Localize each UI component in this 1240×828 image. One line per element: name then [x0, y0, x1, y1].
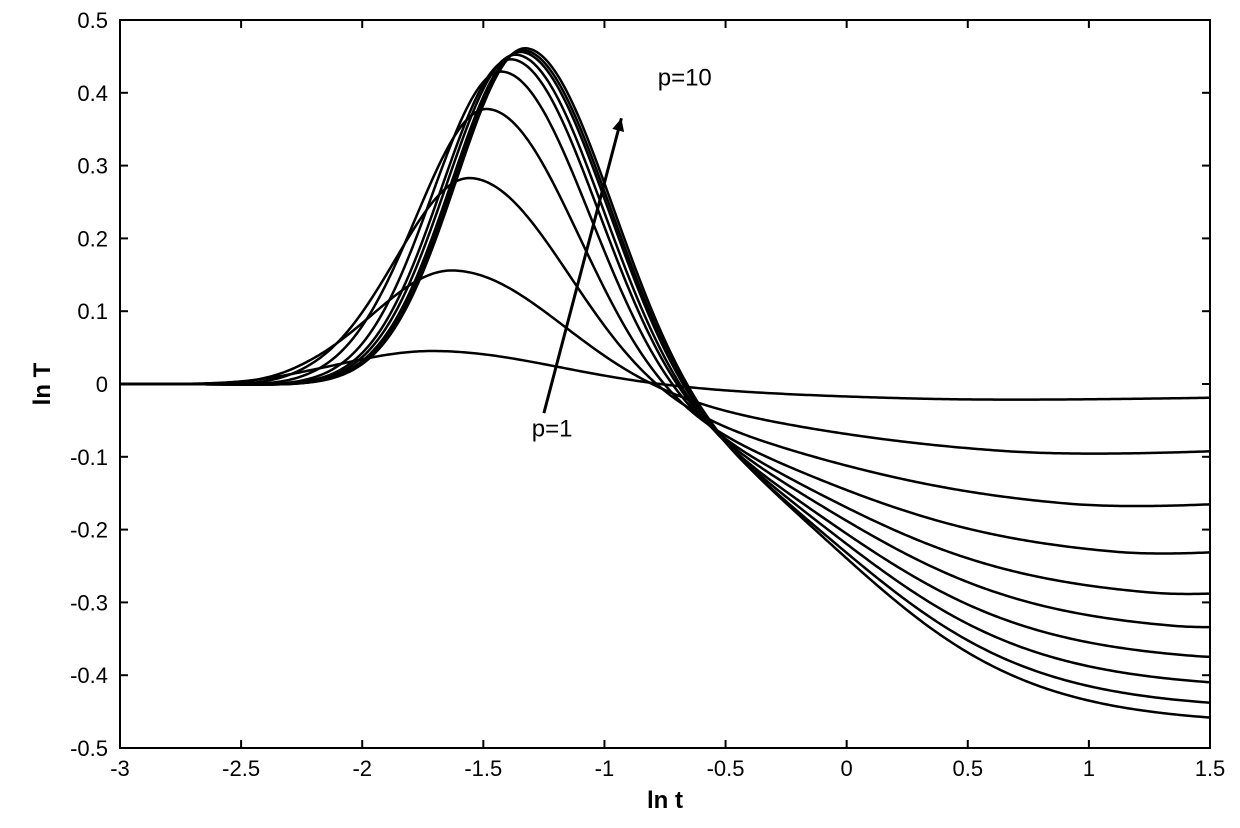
- x-tick-label: -2: [352, 756, 372, 781]
- x-tick-label: -3: [110, 756, 130, 781]
- y-tick-label: 0: [96, 372, 108, 397]
- x-tick-label: 0: [841, 756, 853, 781]
- x-tick-label: -1.5: [464, 756, 502, 781]
- y-tick-label: 0.2: [77, 226, 108, 251]
- y-tick-label: -0.1: [70, 445, 108, 470]
- x-tick-label: 1.5: [1195, 756, 1226, 781]
- y-tick-label: -0.5: [70, 736, 108, 761]
- x-tick-label: -2.5: [222, 756, 260, 781]
- y-tick-label: 0.5: [77, 8, 108, 33]
- y-tick-label: 0.1: [77, 299, 108, 324]
- x-tick-label: 0.5: [952, 756, 983, 781]
- x-axis-label: ln t: [647, 787, 683, 814]
- y-tick-label: -0.3: [70, 590, 108, 615]
- y-axis-label: ln T: [29, 362, 56, 405]
- y-tick-label: -0.2: [70, 518, 108, 543]
- label-p10: p=10: [658, 65, 712, 92]
- x-tick-label: -1: [595, 756, 615, 781]
- label-p1: p=1: [532, 415, 573, 442]
- line-chart: -3 -2.5 -2 -1.5 -1 -0.5 0 0.5 1 1.5 -0.5 -0.4 -0.3 -0…: [0, 0, 1240, 828]
- x-tick-label: -0.5: [707, 756, 745, 781]
- x-tick-label: 1: [1083, 756, 1095, 781]
- y-tick-label: 0.4: [77, 81, 108, 106]
- chart-container: -3 -2.5 -2 -1.5 -1 -0.5 0 0.5 1 1.5 -0.5 -0.4 -0.3 -0…: [0, 0, 1240, 828]
- y-tick-label: -0.4: [70, 663, 108, 688]
- y-tick-label: 0.3: [77, 154, 108, 179]
